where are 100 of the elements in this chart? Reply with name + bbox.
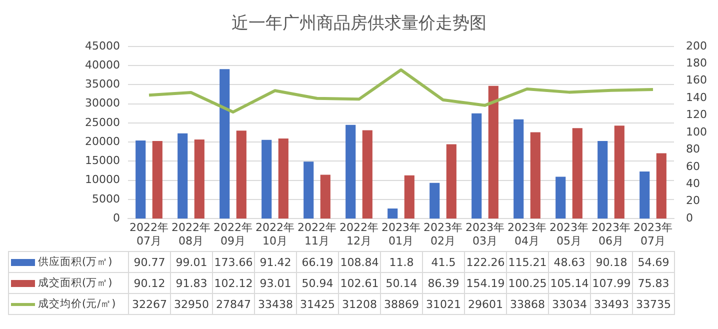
x-tick-label: 2023年01月 [382, 221, 420, 248]
data-label: 38869 [380, 294, 422, 314]
y-tick-label: 0 [113, 211, 120, 224]
data-label: 75.83 [632, 272, 674, 294]
y-tick-label: 45000 [85, 39, 120, 52]
data-label: 66.19 [296, 252, 338, 272]
bar [488, 86, 498, 219]
legend-label: 供应面积(万㎡) [38, 256, 112, 268]
x-tick-label: 2023年03月 [466, 221, 504, 248]
bar [152, 141, 162, 219]
data-label: 32267 [128, 294, 170, 314]
data-label: 108.84 [338, 252, 380, 272]
x-tick-label: 2023年02月 [424, 221, 462, 248]
data-label: 154.19 [464, 272, 506, 294]
data-label: 100.25 [506, 272, 548, 294]
data-label: 31208 [338, 294, 380, 314]
data-label: 90.12 [128, 272, 170, 294]
data-label: 33438 [254, 294, 296, 314]
bar [136, 140, 146, 219]
chart-title: 近一年广州商品房供求量价走势图 [232, 14, 486, 34]
y2-tick-label: 160 [686, 74, 707, 87]
bar [556, 176, 566, 219]
bar [614, 126, 624, 219]
y2-tick-label: 0 [686, 211, 693, 224]
data-label: 122.26 [464, 252, 506, 272]
x-tick-label: 2023年07月 [634, 221, 672, 248]
data-label: 31021 [422, 294, 464, 314]
x-tick-label: 2022年08月 [172, 221, 210, 248]
bar [346, 124, 356, 219]
data-label: 90.77 [128, 252, 170, 272]
y2-tick-label: 100 [686, 125, 707, 138]
data-label: 91.83 [170, 272, 212, 294]
bar [572, 128, 582, 219]
y-tick-label: 20000 [85, 134, 120, 148]
legend-label: 成交面积(万㎡) [38, 277, 112, 289]
bar [388, 208, 398, 219]
bar [656, 153, 666, 219]
y2-tick-label: 120 [686, 108, 707, 122]
bar [640, 172, 650, 219]
bar [236, 130, 246, 219]
data-label: 86.39 [422, 272, 464, 294]
data-label: 99.01 [170, 252, 212, 272]
x-tick-label: 2023年05月 [550, 221, 588, 248]
y-tick-label: 10000 [85, 173, 120, 186]
data-label: 115.21 [506, 252, 548, 272]
y-tick-label: 5000 [92, 192, 120, 206]
bar [220, 69, 230, 219]
y2-tick-label: 80 [686, 142, 700, 156]
y2-tick-label: 60 [686, 160, 700, 173]
bar [194, 140, 204, 219]
data-label: 54.69 [632, 252, 674, 272]
data-label: 93.01 [254, 272, 296, 294]
bar [472, 113, 482, 219]
data-label: 107.99 [590, 272, 632, 294]
bar [446, 144, 456, 219]
data-label: 48.63 [548, 252, 590, 272]
x-tick-label: 2023年06月 [592, 221, 630, 248]
x-tick-label: 2022年10月 [256, 221, 294, 248]
bar [530, 132, 540, 219]
bar [430, 182, 440, 219]
bar [404, 175, 414, 219]
data-label: 105.14 [548, 272, 590, 294]
x-tick-label: 2023年04月 [508, 221, 546, 248]
bar [362, 130, 372, 219]
y-tick-label: 30000 [85, 96, 120, 110]
y-tick-label: 35000 [85, 78, 120, 91]
data-label: 32950 [170, 294, 212, 314]
bar [514, 119, 524, 219]
y2-tick-label: 140 [686, 90, 707, 104]
y-tick-label: 15000 [85, 154, 120, 168]
y2-tick-label: 180 [686, 56, 707, 70]
bar [262, 140, 272, 219]
data-label: 31425 [296, 294, 338, 314]
data-label: 29601 [464, 294, 506, 314]
y-tick-label: 40000 [85, 58, 120, 72]
data-label: 50.14 [380, 272, 422, 294]
data-label: 50.94 [296, 272, 338, 294]
y-tick-label: 25000 [85, 116, 120, 129]
x-tick-label: 2022年09月 [214, 221, 252, 248]
data-label: 33034 [548, 294, 590, 314]
y2-tick-label: 20 [686, 194, 700, 208]
data-label: 27847 [212, 294, 254, 314]
data-label: 33493 [590, 294, 632, 314]
y2-tick-label: 40 [686, 177, 700, 190]
x-tick-label: 2022年11月 [298, 221, 336, 248]
data-label: 90.18 [590, 252, 632, 272]
legend-label: 成交均价(元/㎡) [38, 298, 116, 310]
data-label: 102.61 [338, 272, 380, 294]
data-label: 41.5 [422, 252, 464, 272]
bar [304, 162, 314, 219]
bar [598, 140, 608, 219]
data-label: 102.12 [212, 272, 254, 294]
bar [178, 133, 188, 219]
data-label: 91.42 [254, 252, 296, 272]
x-tick-label: 2022年12月 [340, 221, 378, 248]
bar [320, 174, 330, 219]
data-label: 33735 [632, 294, 674, 314]
data-label: 11.8 [380, 252, 422, 272]
bar [278, 138, 288, 219]
y2-tick-label: 200 [686, 39, 707, 52]
